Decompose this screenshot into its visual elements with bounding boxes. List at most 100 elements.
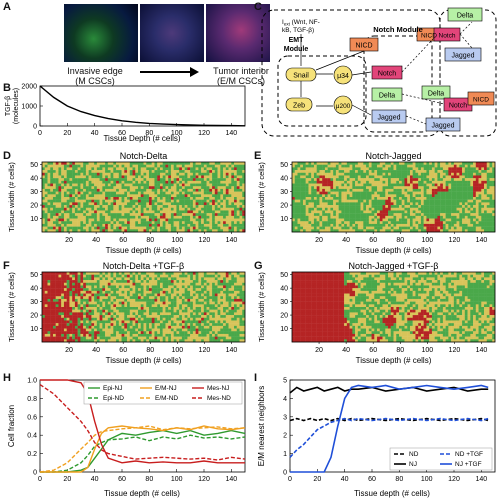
heatmap-cell (390, 194, 394, 198)
heatmap-cell (162, 199, 166, 203)
heatmap-cell (473, 197, 476, 200)
heatmap-cell (434, 218, 438, 222)
heatmap-cell (225, 207, 229, 211)
heatmap-cell (83, 194, 87, 198)
heatmap-cell (214, 205, 218, 208)
heatmap-cell (61, 285, 65, 289)
heatmap-cell (187, 188, 191, 192)
heatmap-cell (297, 162, 301, 165)
heatmap-cell (333, 180, 337, 184)
heatmap-cell (456, 213, 460, 217)
heatmap-cell (305, 162, 309, 165)
heatmap-cell (363, 194, 367, 198)
heatmap-cell (72, 199, 76, 203)
heatmap-cell (47, 191, 51, 195)
heatmap-cell (170, 205, 174, 208)
heatmap-cell (374, 229, 378, 233)
heatmap-cell (58, 307, 62, 310)
heatmap-cell (426, 180, 430, 184)
heatmap-cell (434, 207, 438, 211)
heatmap-cell (225, 188, 229, 192)
heatmap-cell (360, 167, 364, 171)
heatmap-cell (220, 167, 224, 171)
heatmap-cell (294, 178, 298, 182)
heatmap-cell (135, 191, 139, 195)
heatmap-cell (324, 180, 328, 184)
heatmap-cell (415, 180, 419, 184)
heatmap-cell (146, 307, 150, 310)
heatmap-cell (192, 213, 196, 217)
heatmap-cell (181, 183, 185, 187)
heatmap-cell (61, 333, 65, 337)
heatmap-cell (127, 167, 130, 171)
heatmap-cell (107, 288, 111, 292)
heatmap-cell (52, 296, 56, 300)
heatmap-cell (396, 175, 400, 179)
heatmap-cell (214, 175, 218, 179)
heatmap-cell (344, 229, 348, 233)
heatmap-cell (102, 164, 106, 168)
heatmap-cell (83, 315, 87, 318)
heatmap-cell (431, 178, 435, 182)
heatmap-cell (66, 164, 70, 168)
heatmap-cell (179, 197, 183, 200)
heatmap-cell (102, 328, 106, 332)
heatmap-cell (88, 221, 92, 225)
heatmap-cell (434, 194, 438, 198)
heatmap-cell (319, 172, 323, 176)
heatmap-cell (151, 167, 155, 171)
heatmap-cell (313, 213, 317, 217)
heatmap-cell (201, 191, 205, 195)
heatmap-cell (363, 199, 367, 203)
heatmap-cell (146, 296, 150, 300)
heatmap-cell (412, 162, 416, 165)
heatmap-cell (349, 191, 353, 195)
label-notch-right: Notch (449, 103, 467, 110)
heatmap-cell (409, 197, 413, 200)
heatmap-cell (434, 215, 438, 219)
heatmap-cell (151, 170, 155, 173)
heatmap-cell (489, 197, 493, 200)
heatmap-cell (99, 293, 103, 297)
heatmap-cell (292, 170, 295, 173)
heatmap-cell (409, 205, 413, 208)
heatmap-cell (308, 188, 312, 192)
heatmap-cell (217, 213, 221, 217)
heatmap-cell (110, 164, 114, 168)
heatmap-cell (173, 186, 177, 190)
heatmap-cell (190, 210, 194, 214)
heatmap-cell (132, 290, 136, 294)
heatmap-cell (129, 317, 133, 321)
heatmap-cell (154, 223, 158, 227)
heatmap-cell (352, 167, 356, 171)
heatmap-cell (159, 194, 163, 198)
heatmap-cell (456, 188, 460, 192)
heatmap-cell (327, 167, 331, 171)
heatmap-cell (55, 280, 59, 283)
heatmap-cell (129, 280, 133, 283)
heatmap-cell (470, 183, 474, 187)
heatmap-cell (382, 226, 386, 230)
heatmap-cell (159, 191, 163, 195)
heatmap-cell (440, 210, 444, 214)
heatmap-cell (292, 207, 295, 211)
heatmap-cell (52, 178, 56, 182)
heatmap-cell (99, 218, 103, 222)
heatmap-cell (42, 197, 45, 200)
heatmap-cell (420, 172, 424, 176)
heatmap-cell (80, 172, 84, 176)
heatmap-cell (102, 223, 106, 227)
heatmap-cell (195, 199, 199, 203)
heatmap-cell (330, 202, 334, 206)
heatmap-cell (127, 229, 130, 233)
heatmap-cell (453, 218, 457, 222)
heatmap-cell (69, 272, 73, 275)
heatmap-cell (58, 280, 62, 283)
heatmap-cell (396, 210, 400, 214)
heatmap-cell (116, 205, 120, 208)
heatmap-cell (96, 164, 100, 168)
heatmap-cell (407, 205, 411, 208)
heatmap-cell (335, 213, 339, 217)
heatmap-cell (426, 226, 430, 230)
heatmap-cell (322, 205, 326, 208)
